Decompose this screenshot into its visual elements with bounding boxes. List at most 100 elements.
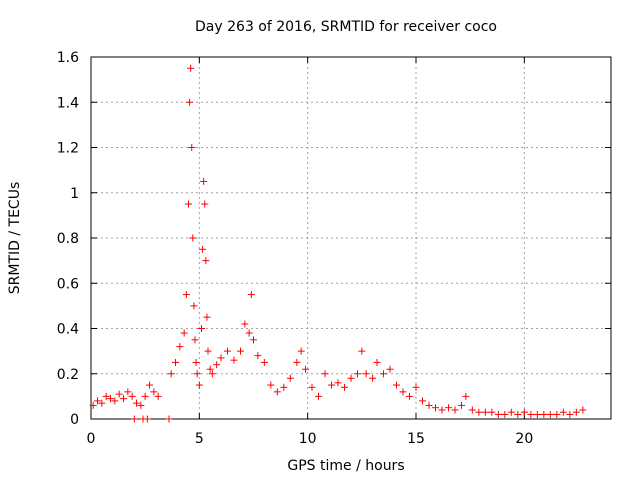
data-point [172, 358, 179, 366]
data-point [203, 313, 211, 321]
data-point [520, 408, 528, 416]
data-point [180, 329, 188, 337]
data-point [98, 399, 106, 407]
data-point [328, 381, 335, 389]
data-point [165, 415, 173, 423]
data-point [224, 347, 231, 355]
data-point [425, 401, 433, 409]
data-point [200, 177, 208, 185]
data-point [167, 370, 175, 378]
x-axis-label: GPS time / hours [287, 458, 404, 474]
data-point [250, 336, 257, 344]
data-point [432, 404, 439, 412]
data-point [341, 383, 348, 391]
data-point [527, 410, 535, 418]
data-point [267, 381, 275, 389]
data-point [241, 320, 249, 328]
data-point [362, 370, 370, 378]
data-point [150, 388, 158, 396]
data-point [308, 383, 316, 391]
data-point [438, 406, 446, 414]
y-tick-label: 1.4 [57, 95, 79, 111]
tick-labels: 0 0.2 0.4 0.6 0.8 1 1.2 1.4 1.6 0 5 10 15 20 [57, 50, 534, 447]
data-point [553, 410, 561, 418]
x-tick-label: 15 [407, 431, 425, 447]
y-tick-label: 0 [70, 412, 79, 428]
data-point [260, 358, 268, 366]
data-point [559, 408, 567, 416]
data-point [321, 370, 329, 378]
data-point [393, 381, 400, 389]
data-point [186, 98, 194, 106]
data-point [111, 397, 119, 405]
x-tick-label: 0 [87, 431, 96, 447]
data-point [369, 374, 377, 382]
x-tick-label: 5 [195, 431, 204, 447]
data-point [146, 381, 153, 389]
data-point [206, 365, 214, 373]
data-point [202, 257, 210, 265]
y-tick-label: 0.6 [57, 276, 79, 292]
data-point [373, 358, 381, 366]
data-point [124, 388, 132, 396]
data-point [154, 392, 162, 400]
data-point [254, 352, 262, 360]
data-point [358, 347, 366, 355]
data-point [475, 408, 483, 416]
data-point [462, 392, 470, 400]
data-point [185, 200, 192, 208]
data-point [199, 245, 207, 253]
data-point [89, 401, 97, 409]
data-point [192, 358, 200, 366]
plot-frame [90, 56, 612, 420]
data-point [182, 291, 190, 299]
data-point [247, 291, 255, 299]
data-point [507, 408, 515, 416]
data-point [273, 388, 281, 396]
y-tick-label: 0.4 [57, 322, 79, 338]
data-point [315, 392, 322, 400]
data-point [451, 406, 459, 414]
y-tick-label: 1 [70, 186, 79, 202]
data-point [386, 365, 394, 373]
data-point [201, 200, 209, 208]
data-point [380, 370, 387, 378]
axis-ticks [90, 56, 611, 420]
data-point [514, 410, 522, 418]
y-tick-label: 1.6 [57, 50, 79, 66]
data-point [546, 410, 554, 418]
grid [91, 57, 611, 419]
data-point [445, 404, 452, 412]
data-point [297, 347, 305, 355]
data-point [195, 381, 203, 389]
y-tick-label: 0.2 [57, 367, 79, 383]
data-point [198, 325, 205, 332]
data-point [176, 343, 184, 351]
data-point [488, 408, 496, 416]
data-point [293, 358, 301, 366]
data-point [143, 415, 151, 423]
data-point [237, 347, 244, 355]
data-point [566, 410, 574, 418]
x-tick-label: 10 [299, 431, 317, 447]
data-point [406, 392, 413, 400]
x-tick-label: 20 [515, 431, 533, 447]
data-point [130, 415, 138, 423]
y-axis-label: SRMTID / TECUs [7, 182, 23, 295]
data-point [191, 336, 199, 344]
data-point [501, 410, 509, 418]
data-point [419, 397, 426, 405]
data-points [89, 64, 587, 423]
data-point [217, 354, 225, 362]
data-point [354, 370, 361, 378]
data-point [230, 356, 238, 364]
data-point [133, 399, 140, 407]
data-point [579, 406, 587, 414]
data-point [204, 347, 212, 355]
data-point [302, 365, 309, 373]
data-point [189, 234, 197, 242]
data-point [481, 408, 489, 416]
data-point [187, 64, 195, 72]
data-point [120, 395, 127, 403]
